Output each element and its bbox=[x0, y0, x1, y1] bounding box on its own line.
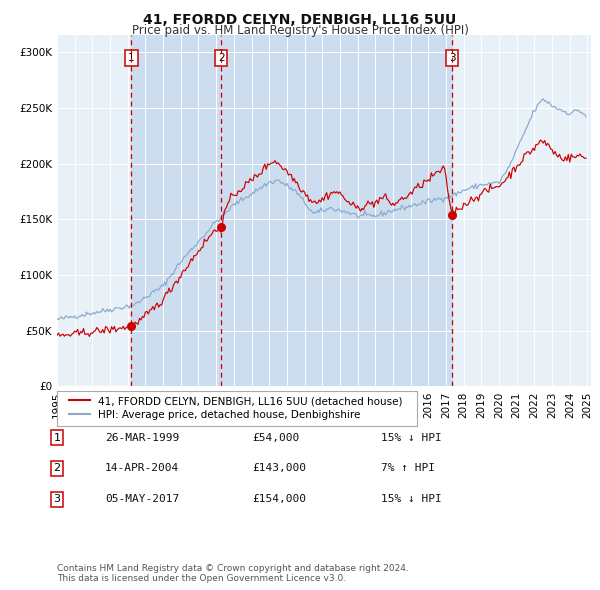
Text: 15% ↓ HPI: 15% ↓ HPI bbox=[381, 433, 442, 442]
Text: 1: 1 bbox=[53, 433, 61, 442]
Bar bbox=[221, 35, 452, 386]
Text: Contains HM Land Registry data © Crown copyright and database right 2024.
This d: Contains HM Land Registry data © Crown c… bbox=[57, 563, 409, 583]
Text: 41, FFORDD CELYN, DENBIGH, LL16 5UU: 41, FFORDD CELYN, DENBIGH, LL16 5UU bbox=[143, 13, 457, 27]
Text: £143,000: £143,000 bbox=[252, 464, 306, 473]
Bar bbox=[131, 35, 221, 386]
Text: 3: 3 bbox=[53, 494, 61, 504]
Text: 14-APR-2004: 14-APR-2004 bbox=[105, 464, 179, 473]
Text: 7% ↑ HPI: 7% ↑ HPI bbox=[381, 464, 435, 473]
Text: 26-MAR-1999: 26-MAR-1999 bbox=[105, 433, 179, 442]
Text: Price paid vs. HM Land Registry's House Price Index (HPI): Price paid vs. HM Land Registry's House … bbox=[131, 24, 469, 37]
Text: 15% ↓ HPI: 15% ↓ HPI bbox=[381, 494, 442, 504]
Text: 2: 2 bbox=[218, 53, 224, 63]
Text: 2: 2 bbox=[53, 464, 61, 473]
Text: 3: 3 bbox=[449, 53, 455, 63]
Text: £154,000: £154,000 bbox=[252, 494, 306, 504]
Text: 05-MAY-2017: 05-MAY-2017 bbox=[105, 494, 179, 504]
Text: 1: 1 bbox=[128, 53, 135, 63]
Text: £54,000: £54,000 bbox=[252, 433, 299, 442]
Legend: 41, FFORDD CELYN, DENBIGH, LL16 5UU (detached house), HPI: Average price, detach: 41, FFORDD CELYN, DENBIGH, LL16 5UU (det… bbox=[66, 393, 406, 424]
